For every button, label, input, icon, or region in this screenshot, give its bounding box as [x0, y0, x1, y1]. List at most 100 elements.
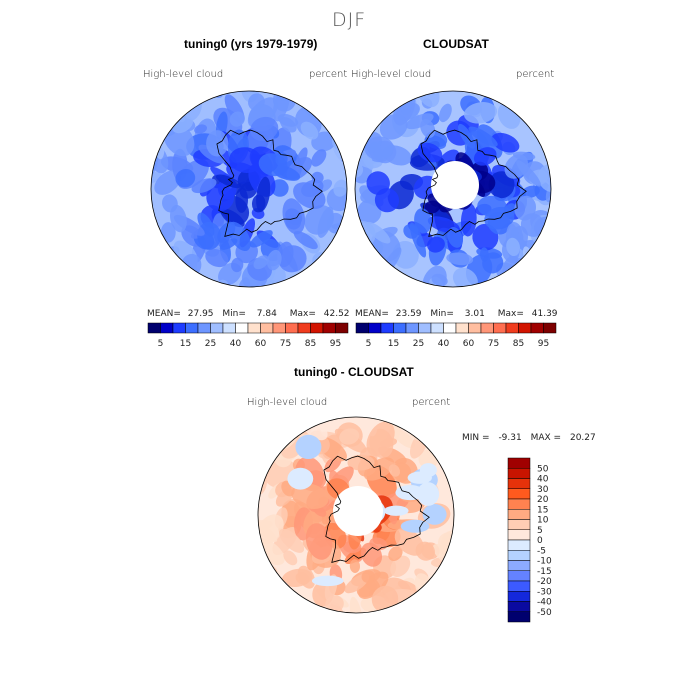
- contour-patch: [264, 597, 277, 613]
- contour-patch: [506, 237, 521, 257]
- contour-patch: [388, 464, 401, 477]
- contour-patch: [539, 112, 551, 135]
- contour-patch: [438, 532, 454, 555]
- max-value: 20.27: [569, 433, 596, 443]
- contour-patch: [422, 417, 449, 434]
- contour-patch: [311, 275, 325, 287]
- mean-label: MEAN=: [147, 309, 181, 319]
- max-label: MAX =: [530, 433, 562, 443]
- colorbar-swatch: [507, 601, 531, 612]
- antarctica-coastline: [216, 129, 323, 237]
- contour-patch: [258, 588, 269, 604]
- contour-patch: [468, 126, 498, 147]
- negative-patch: [422, 504, 447, 525]
- contour-patch: [155, 265, 170, 280]
- colorbar-tick-label: -10: [537, 557, 552, 567]
- contour-patch: [358, 571, 389, 599]
- units-label-diff: percent: [412, 397, 451, 408]
- map-boundary: [257, 416, 455, 614]
- mean-label: MEAN=: [355, 309, 389, 319]
- colorbar-tick-label: 15: [537, 505, 548, 515]
- contour-patch: [349, 559, 361, 573]
- stats-diff: MIN = -9.31 MAX = 20.27: [462, 433, 596, 443]
- contour-patch: [300, 121, 319, 140]
- contour-patch: [317, 206, 334, 238]
- min-value: 7.84: [256, 309, 277, 319]
- colorbar-swatch: [518, 322, 532, 334]
- contour-patch: [169, 271, 193, 287]
- panel-heading-diff: tuning0 - CLOUDSAT: [294, 365, 414, 379]
- variable-label-diff: High-level cloud: [247, 397, 328, 408]
- colorbar-tick-label: 95: [330, 339, 341, 349]
- contour-patch: [256, 176, 271, 212]
- colorbar-tick-label: 25: [413, 339, 424, 349]
- colorbar-tick-label: 40: [537, 475, 549, 485]
- colorbar-tick-label: 85: [513, 339, 524, 349]
- polar-map-model: [150, 90, 348, 288]
- colorbar-tick-label: -20: [537, 577, 552, 587]
- contour-patch: [488, 171, 515, 199]
- colorbar-swatch: [247, 322, 261, 334]
- colorbar-tick-label: 5: [158, 339, 164, 349]
- variable-label-model: High-level cloud: [143, 69, 224, 80]
- contour-patch: [447, 227, 463, 248]
- polar-map-diff: [257, 416, 455, 614]
- contour-patch: [205, 248, 229, 268]
- contour-patch: [281, 568, 313, 588]
- contour-patch: [158, 98, 186, 123]
- colorbar-model: 5 15 25 40 60 75 85 95: [147, 322, 349, 349]
- colorbar-swatch: [507, 478, 531, 489]
- mean-value: 23.59: [395, 309, 422, 319]
- contour-patch: [364, 136, 394, 161]
- colorbar-tick-label: -5: [537, 546, 546, 556]
- colorbar-swatch: [505, 322, 519, 334]
- colorbar-tick-label: -40: [537, 598, 552, 608]
- min-value: -9.31: [498, 433, 522, 443]
- panel-heading-model: tuning0 (yrs 1979-1979): [184, 37, 318, 51]
- contour-patch: [258, 594, 274, 613]
- min-label: MIN =: [462, 433, 490, 443]
- contour-patch: [281, 601, 295, 613]
- contour-patch: [361, 570, 376, 584]
- colorbar-swatch: [507, 611, 531, 623]
- contour-patch: [283, 550, 298, 566]
- contour-patch: [427, 236, 445, 253]
- colorbar-swatch: [480, 322, 494, 334]
- contour-patch: [431, 273, 448, 287]
- colorbar-tick-label: 75: [280, 339, 291, 349]
- colorbar-swatch: [210, 322, 224, 334]
- contour-patch: [397, 580, 419, 594]
- contour-patch: [253, 255, 269, 270]
- panel-heading-obs: CLOUDSAT: [423, 37, 489, 51]
- contour-patch: [311, 149, 327, 167]
- contour-patch: [545, 175, 551, 203]
- contour-patch: [325, 595, 344, 613]
- contour-patch: [261, 417, 283, 429]
- contour-patch: [151, 171, 162, 185]
- contour-patch: [355, 115, 362, 133]
- contour-patch: [194, 124, 208, 134]
- contour-patch: [369, 537, 388, 551]
- contour-patch: [504, 154, 529, 179]
- negative-patch: [311, 575, 344, 587]
- contour-patch: [380, 438, 398, 448]
- colorbar-swatch: [543, 322, 557, 334]
- max-value: 42.52: [323, 309, 350, 319]
- colorbar-tick-label: -50: [537, 608, 552, 618]
- colorbar-swatch: [380, 322, 394, 334]
- contour-patch: [258, 577, 265, 600]
- mean-value: 27.95: [187, 309, 214, 319]
- units-label-obs: percent: [516, 69, 555, 80]
- colorbar-swatch: [507, 468, 531, 479]
- colorbar-tick-label: 15: [180, 339, 191, 349]
- contour-patch: [340, 120, 347, 150]
- contour-patch: [463, 102, 498, 124]
- contour-patch: [535, 253, 551, 283]
- contour-patch: [366, 271, 382, 287]
- colorbar-tick-label: 40: [438, 339, 450, 349]
- contour-patch: [266, 249, 282, 271]
- colorbar-swatch: [468, 322, 482, 334]
- negative-patch: [417, 482, 440, 506]
- colorbar-tick-label: -30: [537, 587, 552, 597]
- contour-patch: [258, 601, 282, 613]
